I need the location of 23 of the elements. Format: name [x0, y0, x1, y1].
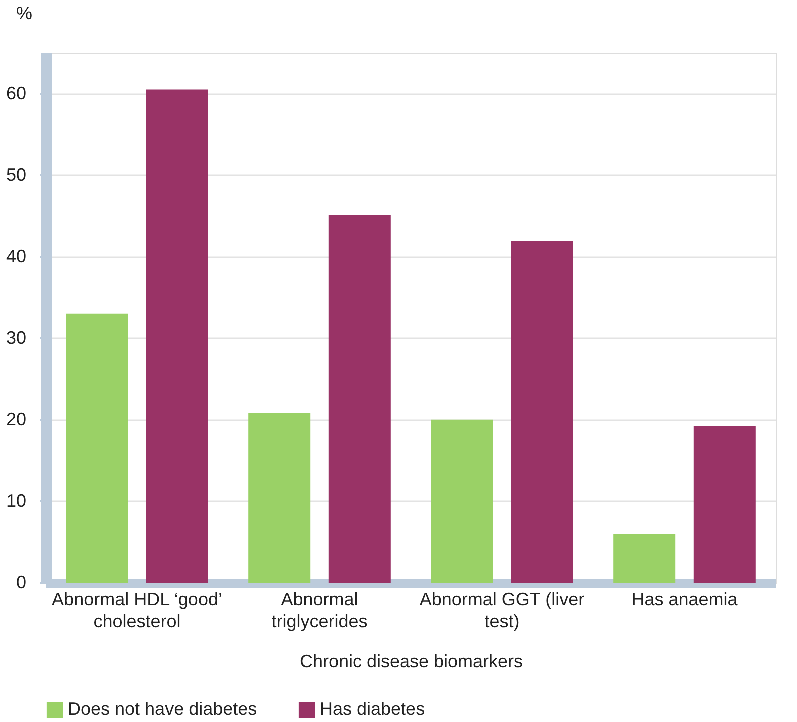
bar: [614, 534, 676, 583]
y-tick-label: 50: [6, 164, 26, 185]
legend-label: Has diabetes: [320, 699, 426, 719]
bar: [431, 420, 494, 583]
y-axis-title: %: [16, 4, 33, 24]
y-tick-label: 20: [6, 409, 26, 430]
x-tick-label: Abnormal GGT (liver test): [420, 590, 585, 632]
bar: [511, 241, 574, 583]
bar: [328, 215, 391, 583]
x-tick-label: Abnormal HDL ‘good’ cholesterol: [52, 590, 222, 632]
legend-label: Does not have diabetes: [68, 699, 258, 719]
y-tick-label: 30: [6, 328, 26, 348]
x-tick-label: Has anaemia: [632, 590, 739, 610]
bar: [248, 413, 311, 583]
x-tick-label: Abnormal triglycerides: [272, 590, 368, 632]
bar: [66, 314, 128, 583]
y-tick-label: 10: [6, 490, 26, 511]
y-tick-label: 40: [6, 246, 26, 266]
bar: [146, 90, 208, 583]
bar: [694, 426, 756, 583]
y-tick-label: 60: [6, 83, 26, 104]
x-axis-title: Chronic disease biomarkers: [300, 652, 524, 672]
y-tick-label: 0: [16, 572, 26, 592]
